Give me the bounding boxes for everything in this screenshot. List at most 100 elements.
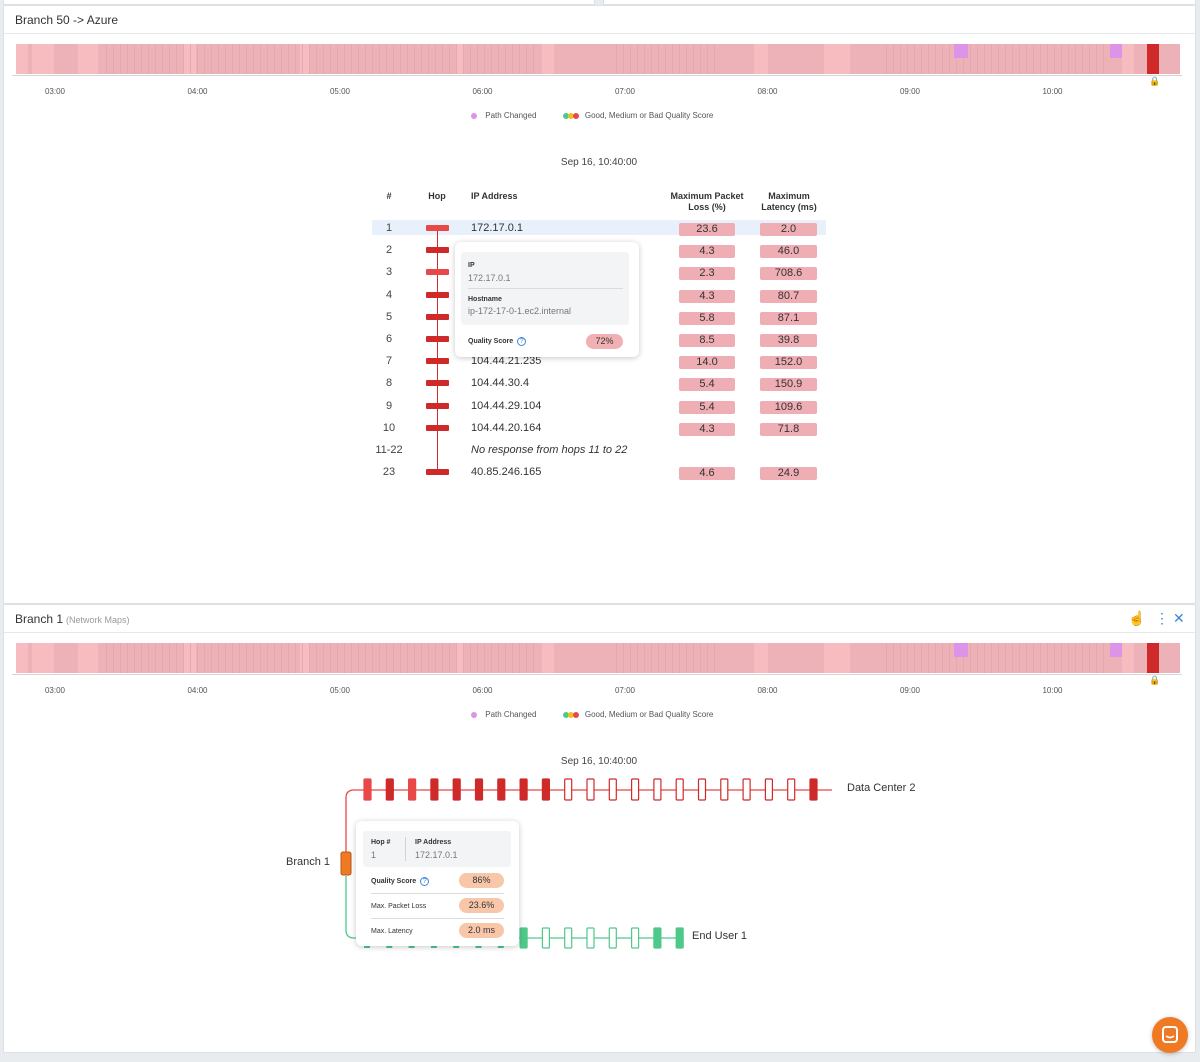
hop-node-data-center[interactable] <box>764 778 774 801</box>
timeline-stripe <box>928 643 929 673</box>
hop-node-data-center[interactable] <box>564 778 573 801</box>
hop-node-data-center[interactable] <box>675 778 684 801</box>
timeline-light-segment <box>456 643 464 673</box>
timeline-stripe <box>197 44 198 74</box>
time-tick-label: 09:00 <box>899 686 921 695</box>
timeline-stripe <box>1103 44 1104 74</box>
hop-node-end-user[interactable] <box>564 927 573 949</box>
hop-node-data-center[interactable] <box>363 778 372 801</box>
timeline-stripe <box>435 44 436 74</box>
timeline-stripe <box>949 643 950 673</box>
hop-ip-address: 40.85.246.165 <box>471 466 542 479</box>
timeline-stripe <box>176 44 177 74</box>
lock-icon[interactable]: 🔒 <box>1149 76 1161 86</box>
path-changed-marker[interactable] <box>954 643 968 657</box>
timeline-stripe <box>148 643 149 673</box>
hop-marker[interactable] <box>426 402 449 409</box>
hop-node-data-center[interactable] <box>630 778 640 801</box>
timeline-stripe <box>1103 643 1104 673</box>
hop-marker[interactable] <box>426 424 449 431</box>
help-icon[interactable]: ? <box>517 337 527 346</box>
chat-support-button[interactable] <box>1152 1017 1188 1053</box>
origin-node[interactable] <box>340 851 352 876</box>
hop-node-end-user[interactable] <box>653 927 662 949</box>
timeline-stripe <box>330 643 331 673</box>
timeline-stripe <box>267 44 268 74</box>
hop-ip-address: 104.44.21.235 <box>471 355 542 368</box>
path-changed-marker[interactable] <box>1110 44 1122 58</box>
hop-marker[interactable] <box>426 247 449 254</box>
panel-title-text: Branch 1 <box>15 612 64 626</box>
timeline-stripe <box>330 44 331 74</box>
timeline-light-segment <box>542 44 554 74</box>
timeline-stripe <box>190 643 191 673</box>
timeline-stripe <box>428 44 429 74</box>
timeline-stripe <box>379 643 380 673</box>
timeline-stripe <box>942 44 943 74</box>
hop-node-end-user[interactable] <box>408 944 415 948</box>
hop-node-end-user[interactable] <box>630 927 640 949</box>
timeline-stripe <box>365 44 366 74</box>
packet-loss-value: 14.0 <box>679 356 735 370</box>
hop-node-end-user[interactable] <box>675 927 684 949</box>
hop-node-end-user[interactable] <box>430 944 437 948</box>
hop-node-data-center[interactable] <box>742 778 751 801</box>
hop-marker[interactable] <box>426 269 449 276</box>
timeline-selected-marker[interactable] <box>1147 44 1159 74</box>
hop-node-end-user[interactable] <box>586 927 595 949</box>
timeline-light-segment <box>1122 44 1134 74</box>
hop-node-data-center[interactable] <box>720 778 729 801</box>
timeline-light-segment <box>824 643 850 673</box>
hop-node-data-center[interactable] <box>408 778 417 801</box>
hop-marker[interactable] <box>426 469 449 476</box>
hop-node-end-user[interactable] <box>497 944 504 948</box>
hop-node-end-user[interactable] <box>519 927 528 949</box>
hop-node-data-center[interactable] <box>787 778 796 801</box>
hop-node-data-center[interactable] <box>541 778 551 801</box>
timeline-bar[interactable] <box>16 643 1180 673</box>
hop-node-data-center[interactable] <box>474 778 484 801</box>
hop-node-data-center[interactable] <box>586 778 595 801</box>
tooltip-quality-label: Quality Score? <box>371 877 430 886</box>
hop-node-end-user[interactable] <box>453 944 460 948</box>
hop-node-data-center[interactable] <box>809 778 818 801</box>
hop-node-data-center[interactable] <box>608 778 617 801</box>
timeline-axis <box>12 674 1182 675</box>
hop-node-data-center[interactable] <box>519 778 528 801</box>
hop-node-end-user[interactable] <box>386 944 393 948</box>
hop-node-end-user[interactable] <box>541 927 551 949</box>
hop-marker[interactable] <box>426 358 449 365</box>
timeline-bar[interactable] <box>16 44 1180 74</box>
timeline-stripe <box>155 44 156 74</box>
hop-node-data-center[interactable] <box>430 778 439 801</box>
lock-icon[interactable]: 🔒 <box>1149 675 1161 685</box>
path-changed-marker[interactable] <box>954 44 968 58</box>
hop-node-end-user[interactable] <box>475 944 482 948</box>
hop-marker[interactable] <box>426 336 449 342</box>
hop-node-end-user[interactable] <box>364 944 370 948</box>
timeline-stripe <box>407 44 408 74</box>
hop-node-data-center[interactable] <box>452 778 461 801</box>
hop-node-data-center[interactable] <box>653 778 662 801</box>
timeline-stripe <box>358 643 359 673</box>
quality-score-badge: 72% <box>586 334 623 349</box>
hop-node-data-center[interactable] <box>497 778 506 801</box>
timeline-selected-marker[interactable] <box>1147 643 1159 673</box>
timeline-stripe <box>218 44 219 74</box>
hop-node-data-center[interactable] <box>697 778 707 801</box>
timeline-stripe <box>658 643 659 673</box>
timeline-stripe <box>246 44 247 74</box>
hop-node-data-center[interactable] <box>385 778 394 801</box>
path-changed-marker[interactable] <box>1110 643 1122 657</box>
touch-sparkle-icon[interactable]: ☝ <box>1128 610 1146 626</box>
help-icon[interactable]: ? <box>420 877 430 886</box>
hop-node-end-user[interactable] <box>608 927 617 949</box>
more-options-icon[interactable]: ⋮ <box>1155 610 1169 626</box>
hop-marker[interactable] <box>426 313 449 320</box>
hop-marker[interactable] <box>426 291 449 298</box>
hop-marker[interactable] <box>426 380 449 387</box>
hop-marker[interactable] <box>426 225 449 231</box>
timeline-stripe <box>113 643 114 673</box>
timeline-stripe <box>491 44 492 74</box>
close-icon[interactable]: ✕ <box>1173 610 1185 626</box>
